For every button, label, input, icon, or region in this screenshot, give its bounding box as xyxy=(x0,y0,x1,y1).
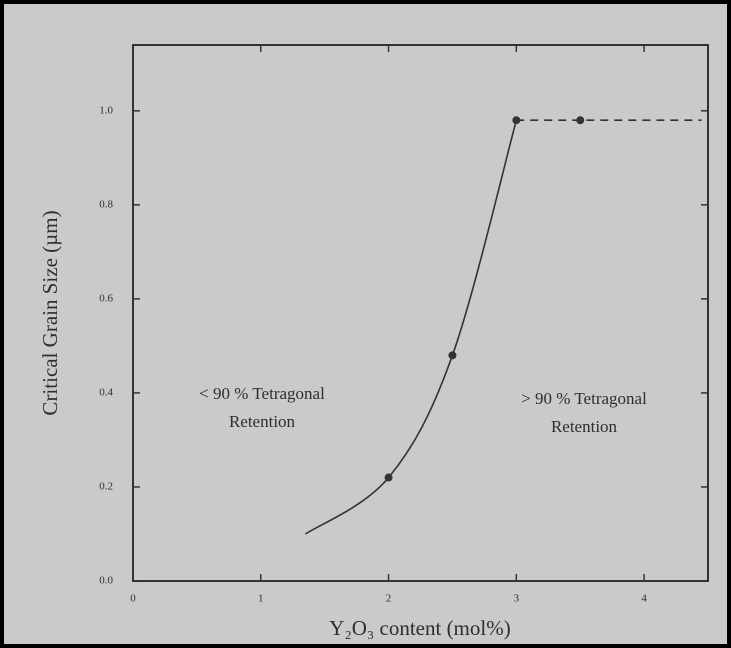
annotation: Retention xyxy=(551,417,618,436)
x-tick-label: 0 xyxy=(130,593,136,605)
y-tick-label: 0.0 xyxy=(99,575,113,587)
x-tick-label: 3 xyxy=(514,593,520,605)
x-tick-label: 4 xyxy=(641,593,647,605)
x-tick-label: 2 xyxy=(386,593,392,605)
annotation: > 90 % Tetragonal xyxy=(521,389,647,408)
curve xyxy=(305,120,518,535)
x-tick-label: 1 xyxy=(258,593,264,605)
annotation: < 90 % Tetragonal xyxy=(199,384,325,403)
y-tick-label: 0.2 xyxy=(99,480,113,492)
y-tick-label: 0.4 xyxy=(99,386,113,398)
y-tick-label: 1.0 xyxy=(99,104,113,116)
annotation: Retention xyxy=(229,412,296,431)
y-tick-label: 0.8 xyxy=(99,198,113,210)
marker xyxy=(512,116,521,125)
marker xyxy=(384,473,393,482)
marker xyxy=(448,351,457,360)
plot-frame xyxy=(132,44,709,582)
x-axis-label: Y₂O₃ content (mol%) xyxy=(329,616,510,640)
y-tick-label: 0.6 xyxy=(99,292,113,304)
y-axis-label: Critical Grain Size (µm) xyxy=(38,210,62,415)
marker xyxy=(576,116,585,125)
